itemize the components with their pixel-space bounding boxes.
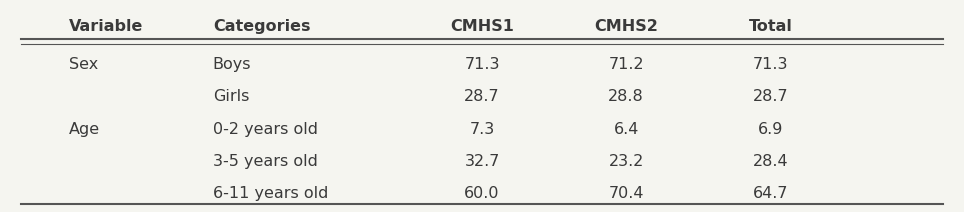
Text: 70.4: 70.4	[608, 186, 644, 201]
Text: 64.7: 64.7	[753, 186, 789, 201]
Text: 71.3: 71.3	[753, 57, 789, 72]
Text: Girls: Girls	[213, 89, 250, 104]
Text: 28.7: 28.7	[753, 89, 789, 104]
Text: 71.3: 71.3	[465, 57, 499, 72]
Text: 0-2 years old: 0-2 years old	[213, 121, 318, 137]
Text: CMHS2: CMHS2	[594, 19, 658, 34]
Text: 71.2: 71.2	[608, 57, 644, 72]
Text: Sex: Sex	[68, 57, 98, 72]
Text: 23.2: 23.2	[608, 154, 644, 169]
Text: Total: Total	[748, 19, 792, 34]
Text: Boys: Boys	[213, 57, 252, 72]
Text: 7.3: 7.3	[469, 121, 495, 137]
Text: Categories: Categories	[213, 19, 310, 34]
Text: 32.7: 32.7	[465, 154, 499, 169]
Text: 6.4: 6.4	[613, 121, 639, 137]
Text: 60.0: 60.0	[465, 186, 499, 201]
Text: 28.8: 28.8	[608, 89, 644, 104]
Text: 3-5 years old: 3-5 years old	[213, 154, 318, 169]
Text: 6.9: 6.9	[758, 121, 783, 137]
Text: 28.4: 28.4	[753, 154, 789, 169]
Text: Variable: Variable	[68, 19, 143, 34]
Text: 6-11 years old: 6-11 years old	[213, 186, 328, 201]
Text: 28.7: 28.7	[465, 89, 499, 104]
Text: CMHS1: CMHS1	[450, 19, 514, 34]
Text: Age: Age	[68, 121, 100, 137]
